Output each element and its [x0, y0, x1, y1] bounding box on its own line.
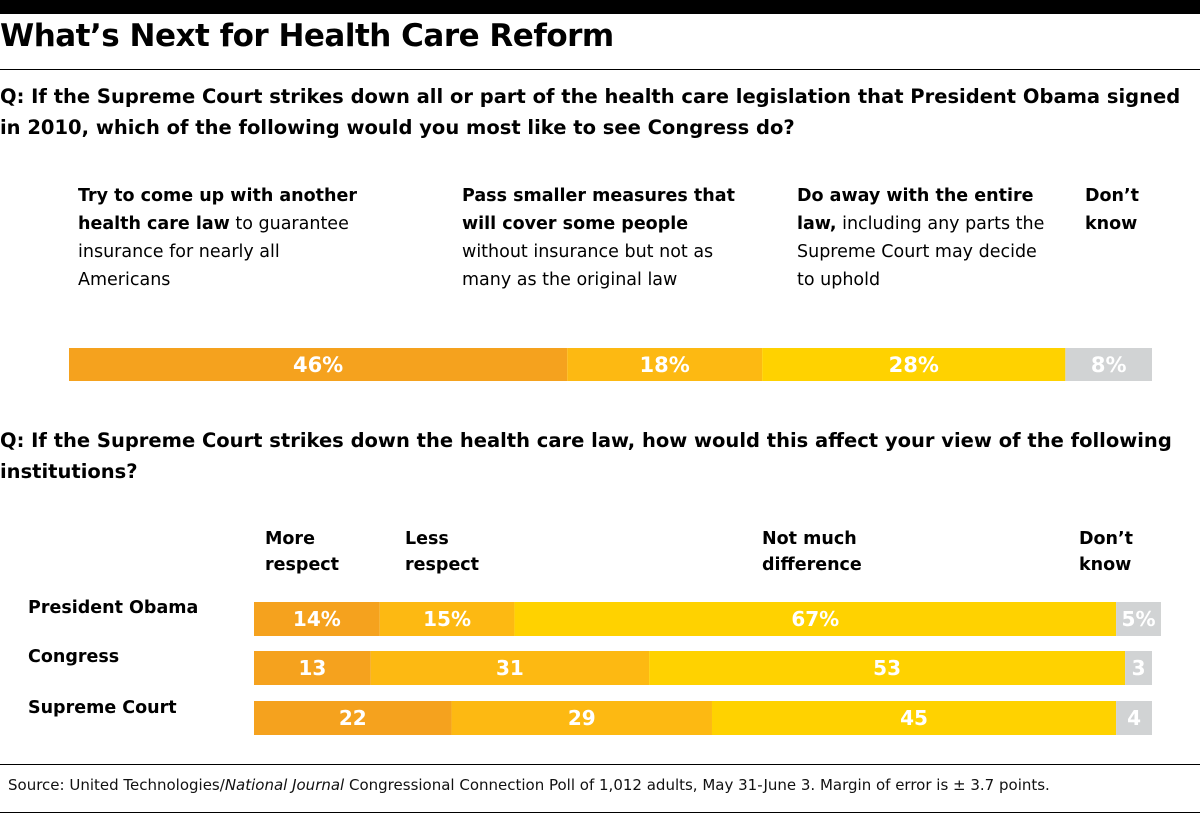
row-label-president-obama: President Obama: [28, 598, 199, 618]
supreme-court-more-respect-bar: [254, 701, 452, 735]
president-obama-more-respect-bar: [254, 602, 380, 636]
title-divider: [0, 69, 1200, 70]
congress-don-t-know-label: 3: [1132, 656, 1146, 680]
supreme-court-more-respect-label: 22: [339, 706, 367, 730]
option-label-1: Try to come up with another health care …: [78, 186, 357, 290]
question-2: Q: If the Supreme Court strikes down the…: [0, 429, 1172, 483]
source-divider-bottom: [0, 812, 1200, 813]
congress-less-respect-label: 31: [496, 656, 524, 680]
congress-not-much-difference-bar: [649, 651, 1126, 685]
president-obama-not-much-difference-bar: [514, 602, 1117, 636]
q1-segment-3-bar: [762, 348, 1066, 381]
header-not-much-difference: Not much difference: [762, 529, 862, 575]
q1-segment-2-label: 18%: [640, 353, 690, 377]
q1-segment-1-label: 46%: [293, 353, 343, 377]
supreme-court-not-much-difference-bar: [711, 701, 1117, 735]
top-bar: [0, 0, 1200, 14]
option-label-2: Pass smaller measures that will cover so…: [462, 186, 735, 290]
supreme-court-less-respect-label: 29: [568, 706, 596, 730]
supreme-court-not-much-difference-label: 45: [900, 706, 928, 730]
header-dont-know: Don’t know: [1079, 529, 1134, 575]
supreme-court-less-respect-bar: [451, 701, 712, 735]
supreme-court-don-t-know-label: 4: [1127, 706, 1141, 730]
president-obama-don-t-know-bar: [1116, 602, 1161, 636]
supreme-court-don-t-know-bar: [1116, 701, 1152, 735]
header-less-respect: Less respect: [405, 529, 480, 575]
president-obama-less-respect-bar: [379, 602, 515, 636]
congress-don-t-know-bar: [1125, 651, 1152, 685]
president-obama-don-t-know-label: 5%: [1122, 607, 1156, 631]
q1-segment-2-bar: [567, 348, 763, 381]
president-obama-less-respect-label: 15%: [423, 607, 471, 631]
source-note: Source: United Technologies/National Jou…: [8, 776, 1050, 794]
congress-more-respect-bar: [254, 651, 371, 685]
row-label-congress: Congress: [28, 647, 120, 667]
congress-not-much-difference-label: 53: [873, 656, 901, 680]
row-label-supreme-court: Supreme Court: [28, 698, 177, 718]
source-divider-top: [0, 764, 1200, 765]
president-obama-more-respect-label: 14%: [293, 607, 341, 631]
congress-less-respect-bar: [370, 651, 650, 685]
congress-more-respect-label: 13: [298, 656, 326, 680]
q1-segment-4-label: 8%: [1091, 353, 1127, 377]
president-obama-not-much-difference-label: 67%: [791, 607, 839, 631]
q1-segment-4-bar: [1065, 348, 1152, 381]
header-more-respect: More respect: [265, 529, 340, 575]
question-1: Q: If the Supreme Court strikes down all…: [0, 85, 1181, 139]
option-label-4: Don’t know: [1085, 186, 1140, 234]
q1-segment-1-bar: [69, 348, 568, 381]
option-label-3: Do away with the entire law, including a…: [797, 186, 1045, 290]
page-title: What’s Next for Health Care Reform: [0, 18, 614, 54]
q1-segment-3-label: 28%: [889, 353, 939, 377]
